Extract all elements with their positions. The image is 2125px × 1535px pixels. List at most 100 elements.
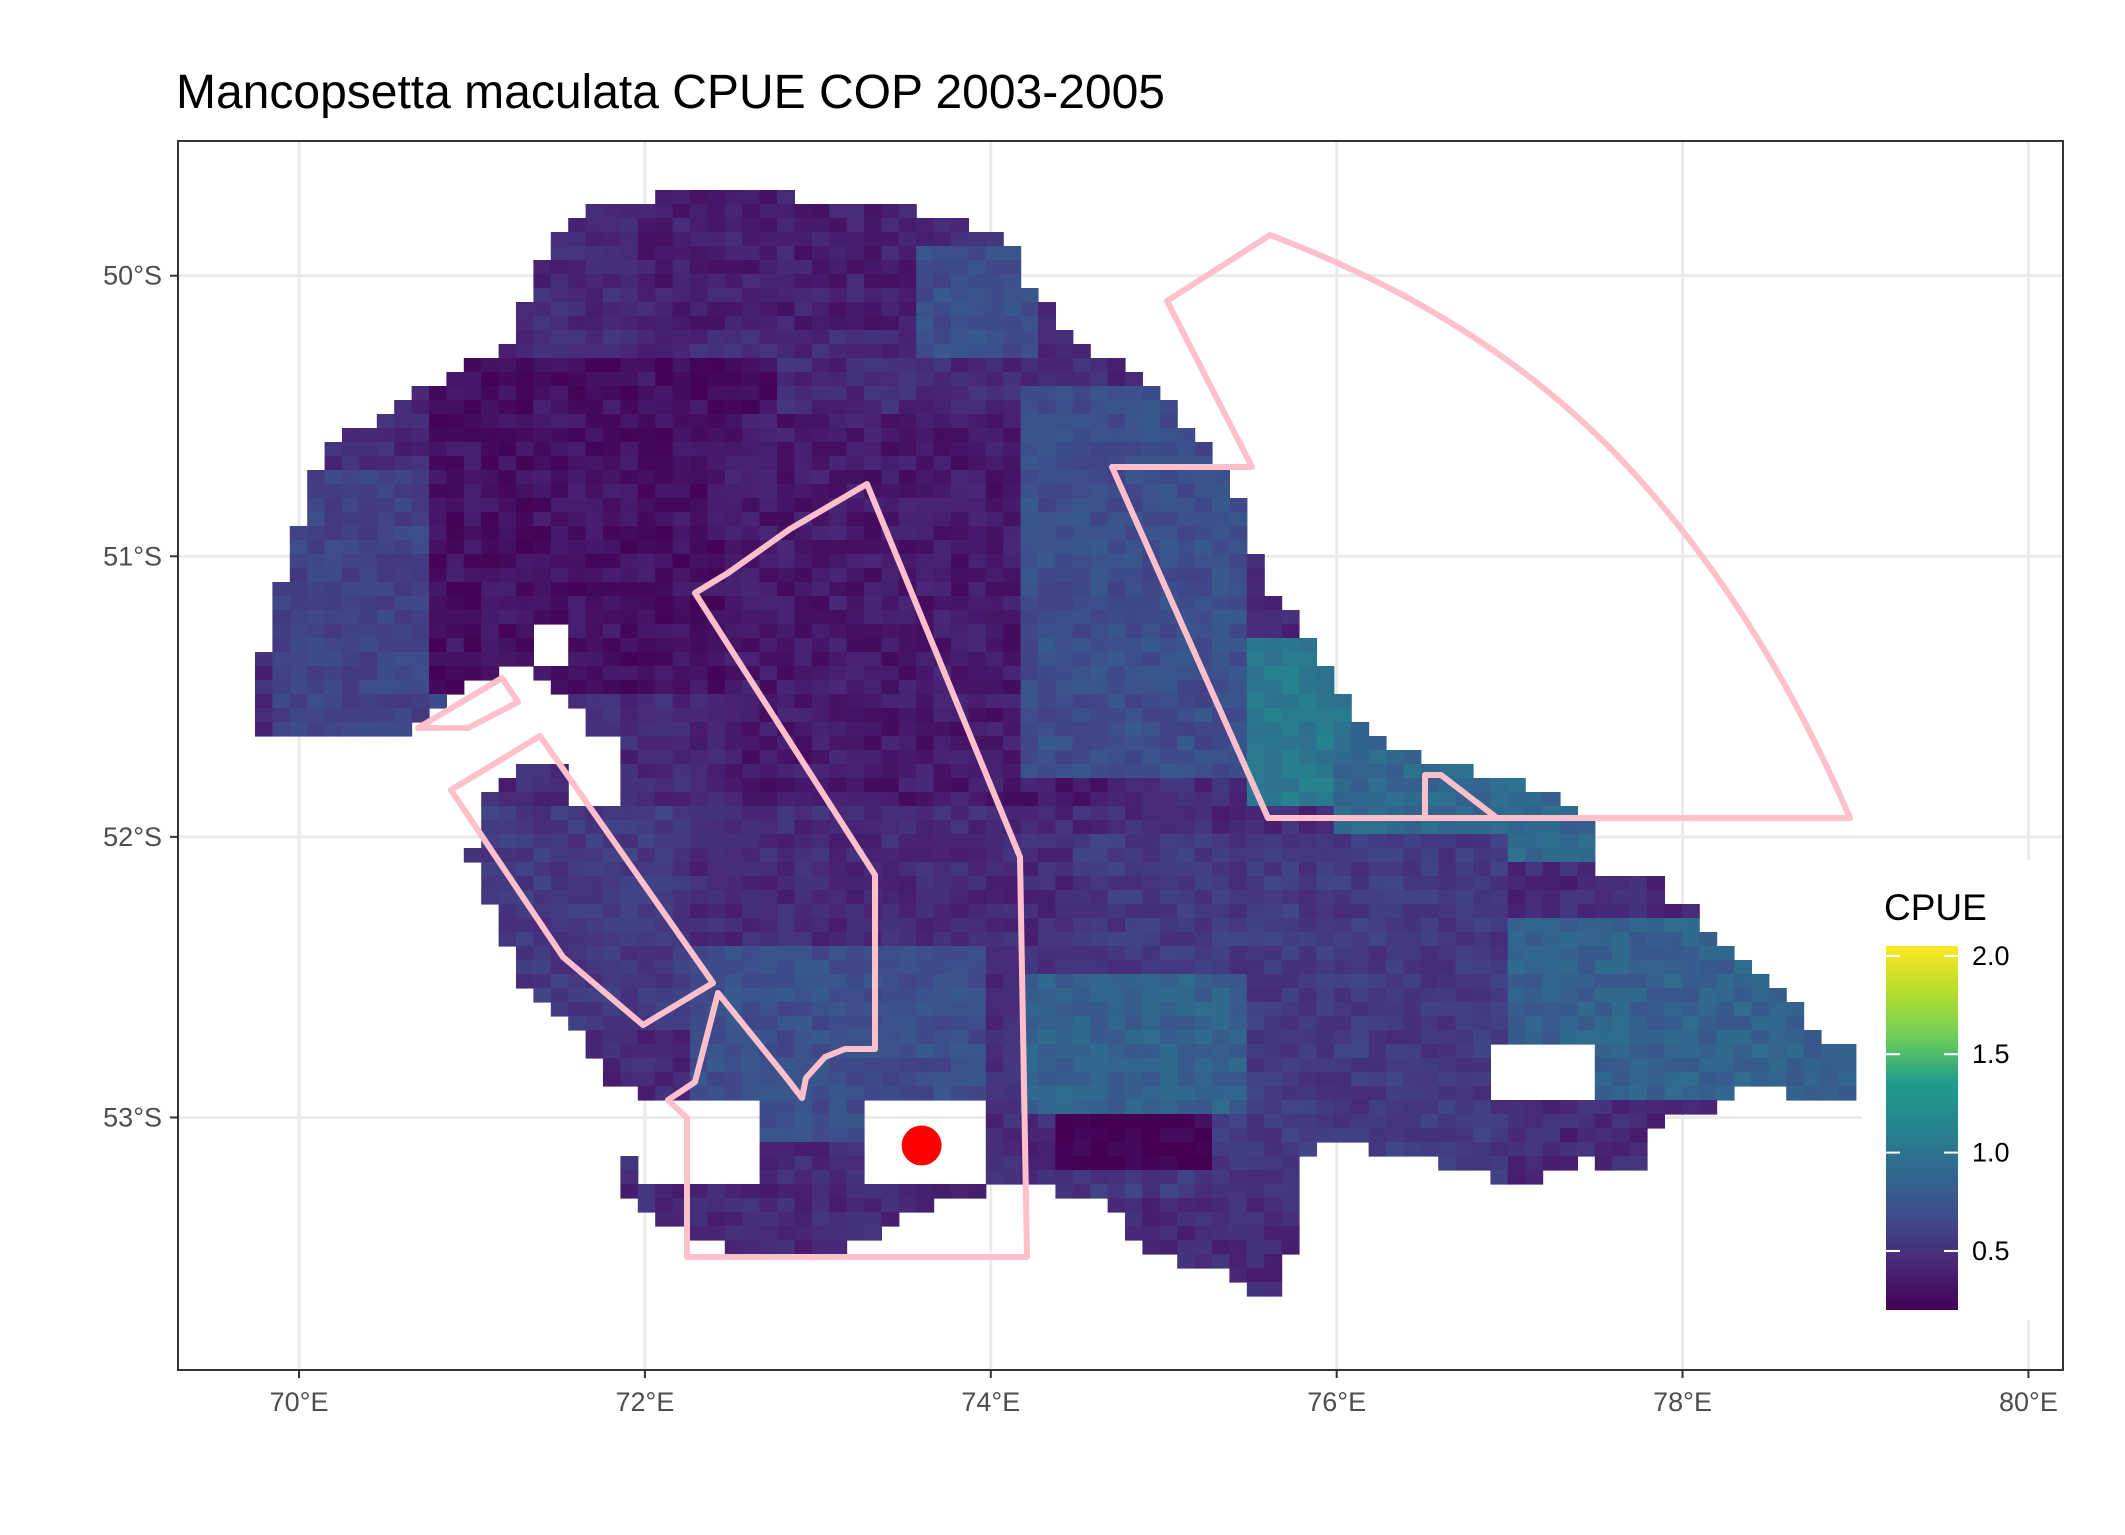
cpue-cell xyxy=(724,190,743,205)
cpue-cell xyxy=(1299,820,1317,835)
cpue-cell xyxy=(864,680,882,695)
cpue-cell xyxy=(1107,932,1126,947)
cpue-cell xyxy=(603,526,621,541)
cpue-cell xyxy=(585,960,604,975)
cpue-cell xyxy=(968,1184,987,1199)
cpue-cell xyxy=(1159,1198,1178,1213)
cpue-cell xyxy=(1368,988,1387,1003)
cpue-cell xyxy=(342,582,360,597)
cpue-cell xyxy=(672,736,691,751)
cpue-cell xyxy=(446,470,465,485)
cpue-cell xyxy=(568,498,587,513)
cpue-cell xyxy=(655,624,674,639)
cpue-cell xyxy=(1560,1128,1578,1143)
cpue-cell xyxy=(1142,498,1161,513)
cpue-cell xyxy=(655,498,674,513)
cpue-cell xyxy=(951,358,969,373)
cpue-cell xyxy=(672,596,691,611)
cpue-cell xyxy=(742,344,761,359)
cpue-cell xyxy=(759,974,778,989)
cpue-cell xyxy=(550,400,569,415)
cpue-cell xyxy=(1629,1114,1648,1129)
cpue-cell xyxy=(777,400,795,415)
cpue-cell xyxy=(481,358,500,373)
cpue-cell xyxy=(637,274,656,289)
cpue-cell xyxy=(951,624,969,639)
cpue-cell xyxy=(1072,848,1091,863)
cpue-cell xyxy=(1420,1058,1439,1073)
cpue-cell xyxy=(1125,540,1143,555)
cpue-cell xyxy=(1125,1212,1143,1227)
cpue-cell xyxy=(637,988,656,1003)
cpue-cell xyxy=(1003,624,1022,639)
cpue-cell xyxy=(1020,890,1039,905)
cpue-cell xyxy=(1803,1044,1822,1059)
cpue-cell xyxy=(429,526,447,541)
cpue-cell xyxy=(1125,414,1143,429)
cpue-cell xyxy=(1090,946,1109,961)
cpue-cell xyxy=(690,1226,708,1241)
cpue-cell xyxy=(1507,974,1526,989)
cpue-cell xyxy=(1246,1282,1265,1297)
cpue-cell xyxy=(1316,736,1335,751)
cpue-cell xyxy=(1038,596,1056,611)
cpue-cell xyxy=(742,1044,761,1059)
cpue-cell xyxy=(1072,568,1091,583)
cpue-cell xyxy=(481,414,500,429)
cpue-cell xyxy=(898,680,917,695)
cpue-cell xyxy=(1490,778,1509,793)
cpue-cell xyxy=(968,582,987,597)
cpue-cell xyxy=(985,1002,1004,1017)
cpue-cell xyxy=(1542,1128,1561,1143)
cpue-cell xyxy=(1212,582,1230,597)
cpue-cell xyxy=(881,974,900,989)
cpue-cell xyxy=(916,792,935,807)
cpue-cell xyxy=(1090,1156,1109,1171)
cpue-cell xyxy=(1229,1240,1248,1255)
cpue-cell xyxy=(742,414,761,429)
cpue-cell xyxy=(533,834,552,849)
cpue-cell xyxy=(1107,890,1126,905)
cpue-cell xyxy=(1072,484,1091,499)
cpue-cell xyxy=(672,442,691,457)
cpue-cell xyxy=(864,274,882,289)
cpue-cell xyxy=(1281,1114,1300,1129)
cpue-cell xyxy=(724,316,743,331)
cpue-cell xyxy=(603,218,621,233)
cpue-cell xyxy=(1264,722,1283,737)
cpue-cell xyxy=(864,470,882,485)
cpue-cell xyxy=(516,526,534,541)
cpue-cell xyxy=(724,1198,743,1213)
cpue-cell xyxy=(655,820,674,835)
cpue-cell xyxy=(1386,904,1404,919)
cpue-cell xyxy=(1090,428,1109,443)
cpue-cell xyxy=(394,708,413,723)
cpue-cell xyxy=(1020,330,1039,345)
cpue-cell xyxy=(933,694,952,709)
cpue-cell xyxy=(846,358,865,373)
cpue-cell xyxy=(1072,778,1091,793)
cpue-cell xyxy=(1229,652,1248,667)
cpue-cell xyxy=(1125,1198,1143,1213)
cpue-cell xyxy=(672,722,691,737)
cpue-cell xyxy=(794,330,813,345)
cpue-cell xyxy=(1020,806,1039,821)
cpue-cell xyxy=(811,442,830,457)
cpue-cell xyxy=(603,568,621,583)
cpue-cell xyxy=(585,1030,604,1045)
cpue-cell xyxy=(655,792,674,807)
cpue-cell xyxy=(1821,1044,1839,1059)
cpue-cell xyxy=(516,624,534,639)
cpue-cell xyxy=(359,638,378,653)
cpue-cell xyxy=(1594,974,1613,989)
cpue-cell xyxy=(1699,1100,1718,1115)
cpue-cell xyxy=(846,778,865,793)
cpue-cell xyxy=(864,246,882,261)
cpue-cell xyxy=(968,288,987,303)
cpue-cell xyxy=(759,1016,778,1031)
cpue-cell xyxy=(255,708,273,723)
cpue-cell xyxy=(568,680,587,695)
cpue-cell xyxy=(672,358,691,373)
cpue-cell xyxy=(1299,638,1317,653)
cpue-cell xyxy=(1716,988,1735,1003)
